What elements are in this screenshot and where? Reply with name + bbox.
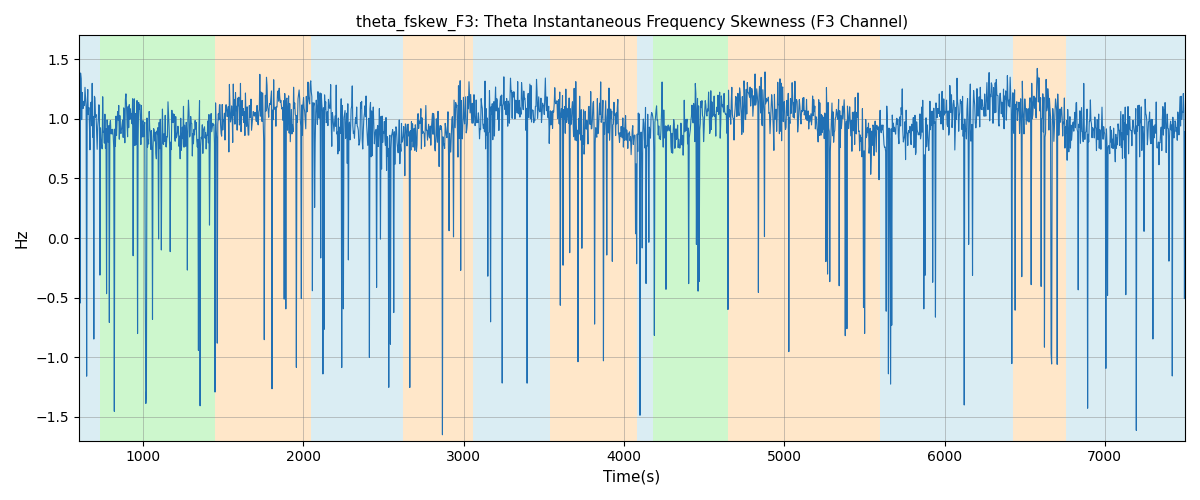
- Bar: [403, 36, 473, 440]
- Bar: [473, 36, 550, 440]
- Bar: [215, 36, 311, 440]
- Bar: [637, 36, 653, 440]
- Title: theta_fskew_F3: Theta Instantaneous Frequency Skewness (F3 Channel): theta_fskew_F3: Theta Instantaneous Freq…: [356, 15, 908, 31]
- Bar: [100, 36, 215, 440]
- Bar: [79, 36, 100, 440]
- Bar: [1014, 36, 1067, 440]
- Bar: [881, 36, 1014, 440]
- Bar: [1067, 36, 1186, 440]
- Bar: [728, 36, 881, 440]
- Y-axis label: Hz: Hz: [14, 228, 30, 248]
- X-axis label: Time(s): Time(s): [604, 470, 660, 485]
- Bar: [550, 36, 637, 440]
- Bar: [653, 36, 728, 440]
- Bar: [311, 36, 403, 440]
